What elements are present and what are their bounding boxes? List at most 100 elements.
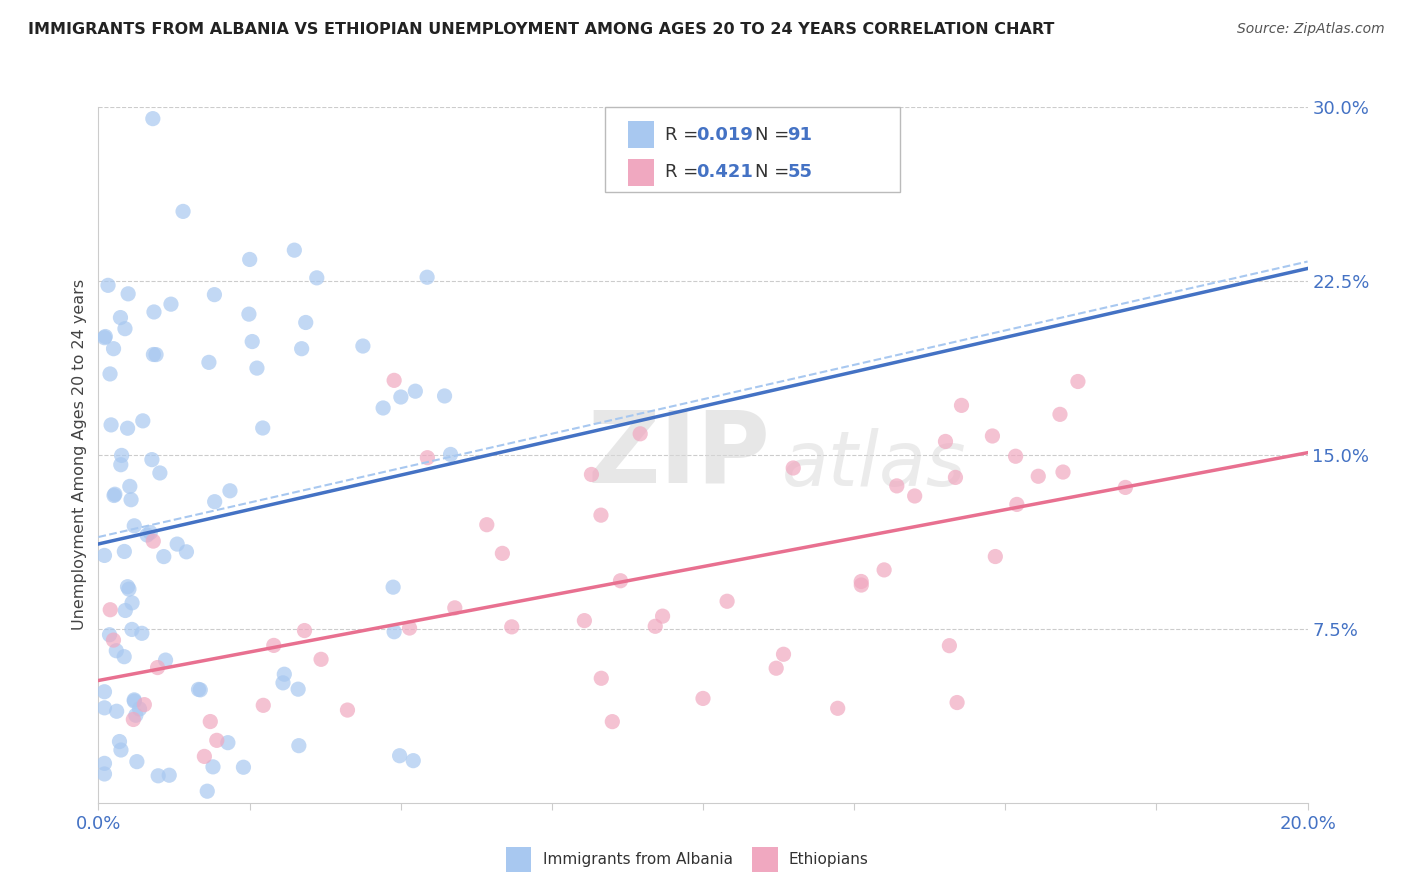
Point bbox=[160, 297, 183, 311]
Point bbox=[219, 483, 242, 498]
Point bbox=[416, 450, 439, 465]
Point bbox=[946, 696, 969, 710]
Point bbox=[651, 609, 673, 624]
Text: R =: R = bbox=[665, 163, 704, 181]
Point bbox=[110, 310, 132, 325]
Point bbox=[118, 582, 141, 596]
Point bbox=[193, 749, 215, 764]
Point bbox=[98, 628, 121, 642]
Point bbox=[1114, 480, 1136, 494]
Text: atlas: atlas bbox=[782, 428, 966, 502]
Point bbox=[121, 623, 143, 637]
Point bbox=[443, 600, 465, 615]
Point bbox=[692, 691, 714, 706]
Text: N =: N = bbox=[755, 163, 794, 181]
Point bbox=[103, 342, 125, 356]
Point bbox=[146, 660, 169, 674]
Point bbox=[1026, 469, 1049, 483]
Point bbox=[398, 621, 420, 635]
Point bbox=[198, 355, 221, 369]
Point bbox=[246, 361, 269, 376]
Point bbox=[589, 508, 612, 523]
Point bbox=[122, 713, 145, 727]
Text: R =: R = bbox=[665, 126, 704, 144]
Point bbox=[294, 316, 316, 330]
Point bbox=[602, 714, 624, 729]
Point bbox=[114, 603, 136, 617]
Point bbox=[122, 518, 145, 533]
Point bbox=[187, 682, 209, 697]
Point bbox=[402, 754, 425, 768]
Point bbox=[98, 603, 121, 617]
Point bbox=[125, 708, 148, 723]
Point bbox=[609, 574, 631, 588]
Point bbox=[382, 373, 405, 387]
Text: Ethiopians: Ethiopians bbox=[789, 853, 869, 867]
Point bbox=[239, 252, 262, 267]
Point bbox=[294, 624, 316, 638]
Point bbox=[103, 633, 125, 648]
Point bbox=[581, 467, 603, 482]
Y-axis label: Unemployment Among Ages 20 to 24 years: Unemployment Among Ages 20 to 24 years bbox=[72, 279, 87, 631]
Text: Source: ZipAtlas.com: Source: ZipAtlas.com bbox=[1237, 22, 1385, 37]
Point bbox=[114, 321, 136, 335]
Point bbox=[195, 784, 218, 798]
Point bbox=[105, 704, 128, 718]
Point bbox=[145, 348, 167, 362]
Point bbox=[188, 682, 211, 697]
Point bbox=[1067, 375, 1090, 389]
Point bbox=[122, 693, 145, 707]
Point bbox=[93, 549, 115, 563]
Point bbox=[388, 748, 411, 763]
Point bbox=[574, 614, 596, 628]
Point bbox=[132, 414, 155, 428]
Point bbox=[628, 426, 651, 441]
Point bbox=[100, 417, 122, 432]
Point bbox=[148, 769, 170, 783]
Point bbox=[204, 494, 226, 508]
Text: 91: 91 bbox=[787, 126, 813, 144]
Point bbox=[644, 619, 666, 633]
Point bbox=[172, 204, 194, 219]
Point bbox=[131, 626, 153, 640]
Point bbox=[232, 760, 254, 774]
Point bbox=[142, 347, 165, 361]
Point bbox=[305, 270, 328, 285]
Point bbox=[263, 639, 285, 653]
Point bbox=[201, 760, 224, 774]
Point bbox=[291, 342, 314, 356]
Point bbox=[439, 447, 461, 461]
Point bbox=[97, 278, 120, 293]
Point bbox=[950, 398, 973, 412]
Point bbox=[1005, 497, 1028, 511]
Point bbox=[904, 489, 927, 503]
Point bbox=[1049, 408, 1071, 422]
Point bbox=[716, 594, 738, 608]
Point bbox=[98, 367, 121, 381]
Point bbox=[166, 537, 188, 551]
Point bbox=[141, 452, 163, 467]
Point bbox=[142, 112, 165, 126]
Point bbox=[112, 544, 135, 558]
Point bbox=[136, 528, 159, 542]
Point bbox=[120, 492, 142, 507]
Text: N =: N = bbox=[755, 126, 794, 144]
Point bbox=[382, 624, 405, 639]
Point bbox=[782, 461, 804, 475]
Point bbox=[475, 517, 498, 532]
Point bbox=[934, 434, 956, 449]
Point bbox=[591, 671, 613, 685]
Point bbox=[827, 701, 849, 715]
Point bbox=[152, 549, 174, 564]
Point bbox=[149, 466, 172, 480]
Text: 0.421: 0.421 bbox=[696, 163, 752, 181]
Point bbox=[252, 698, 274, 713]
Point bbox=[134, 698, 156, 712]
Point bbox=[93, 756, 115, 771]
Point bbox=[382, 580, 405, 594]
Text: ZIP: ZIP bbox=[588, 407, 770, 503]
Point bbox=[157, 768, 180, 782]
Point bbox=[1004, 449, 1026, 463]
Text: 55: 55 bbox=[787, 163, 813, 181]
Point bbox=[287, 682, 309, 697]
